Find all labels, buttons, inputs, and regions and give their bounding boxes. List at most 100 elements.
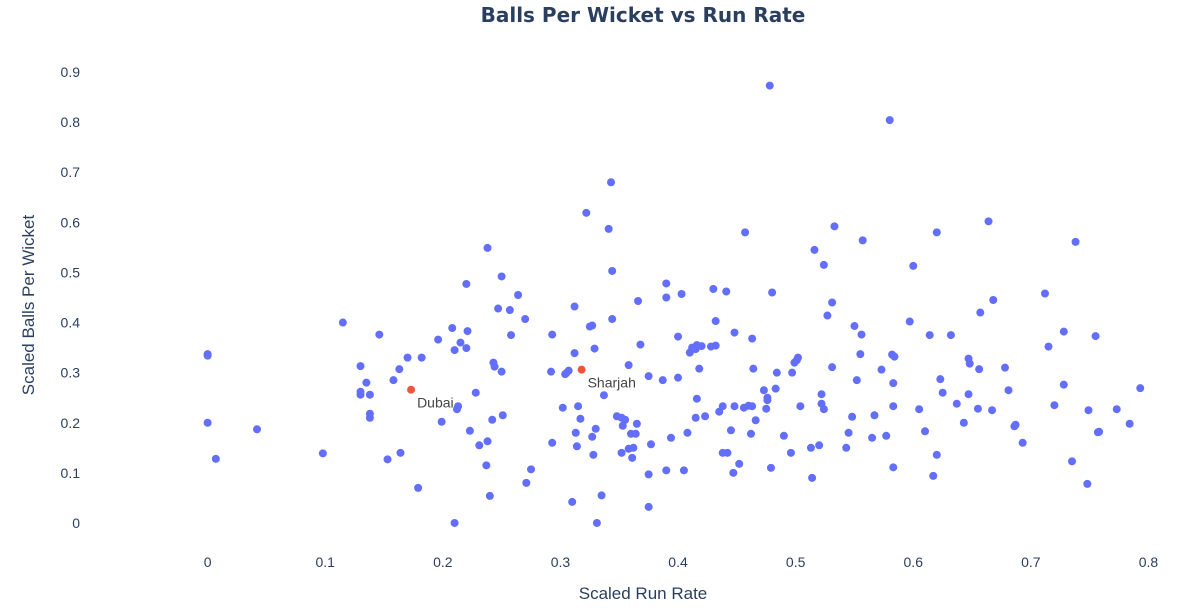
data-point: [889, 379, 898, 388]
data-point: [794, 353, 803, 362]
data-point: [915, 405, 924, 414]
data-point: [507, 331, 516, 340]
data-point: [1112, 405, 1121, 414]
data-point: [890, 352, 899, 361]
data-point: [975, 365, 984, 374]
data-point: [666, 433, 675, 442]
data-point: [574, 402, 583, 411]
data-point: [636, 340, 645, 349]
y-tick-label: 0.4: [61, 315, 81, 331]
data-point: [1050, 401, 1059, 410]
data-point: [1084, 406, 1093, 415]
data-point: [564, 366, 573, 375]
data-point: [646, 440, 655, 449]
data-point: [711, 317, 720, 326]
data-point: [494, 304, 503, 313]
data-point: [730, 402, 739, 411]
data-point: [521, 315, 530, 324]
data-point: [463, 327, 472, 336]
data-point: [505, 306, 514, 315]
data-point: [617, 448, 626, 457]
data-point: [621, 415, 630, 424]
data-point: [946, 331, 955, 340]
data-point: [211, 454, 220, 463]
data-point: [858, 236, 867, 245]
data-point: [765, 81, 774, 90]
data-point: [590, 344, 599, 353]
data-point: [483, 437, 492, 446]
data-point: [771, 384, 780, 393]
data-point: [749, 364, 758, 373]
data-point: [604, 224, 613, 233]
data-point: [588, 321, 597, 330]
data-point: [695, 364, 704, 373]
data-point: [723, 448, 732, 457]
data-point: [788, 368, 797, 377]
data-point: [576, 414, 585, 423]
data-point: [938, 388, 947, 397]
chart-title: Balls Per Wicket vs Run Rate: [481, 3, 806, 27]
data-point: [547, 367, 556, 376]
data-point: [482, 461, 491, 470]
data-point: [889, 402, 898, 411]
data-point: [766, 463, 775, 472]
highlighted-points: Dubai Sharjah: [407, 365, 636, 411]
data-point: [203, 351, 212, 360]
data-point: [815, 441, 824, 450]
data-point: [722, 287, 731, 296]
data-point: [796, 402, 805, 411]
data-point: [548, 330, 557, 339]
data-point: [1000, 363, 1009, 372]
data-point: [1004, 386, 1013, 395]
data-point: [965, 359, 974, 368]
x-tick-label: 0.4: [668, 554, 688, 570]
data-point: [779, 431, 788, 440]
data-point: [389, 376, 398, 385]
data-point: [662, 466, 671, 475]
data-point: [395, 365, 404, 374]
data-point: [571, 428, 580, 437]
data-point: [417, 353, 426, 362]
data-point: [488, 415, 497, 424]
data-point: [921, 427, 930, 436]
data-point: [497, 367, 506, 376]
data-point: [1059, 327, 1068, 336]
data-point: [1071, 237, 1080, 246]
data-point: [857, 330, 866, 339]
data-point: [726, 426, 735, 435]
data-point: [828, 298, 837, 307]
y-axis-label: Scaled Balls Per Wicket: [19, 214, 38, 395]
data-point: [572, 442, 581, 451]
data-point: [644, 502, 653, 511]
data-point: [362, 378, 371, 387]
data-point: [365, 413, 374, 422]
x-tick-label: 0.3: [551, 554, 571, 570]
x-tick-label: 0.8: [1139, 554, 1159, 570]
data-point: [759, 386, 768, 395]
data-point: [730, 328, 739, 337]
data-point: [599, 391, 608, 400]
data-point: [1091, 332, 1100, 341]
data-point: [748, 402, 757, 411]
data-point: [570, 349, 579, 358]
data-point: [375, 330, 384, 339]
data-point: [885, 116, 894, 125]
data-point: [964, 390, 973, 399]
data-point: [490, 362, 499, 371]
data-point: [454, 402, 463, 411]
data-point: [674, 373, 683, 382]
x-tick-label: 0.2: [433, 554, 453, 570]
data-point: [830, 222, 839, 231]
data-point: [644, 372, 653, 381]
highlight-point: [407, 385, 416, 394]
data-point: [548, 438, 557, 447]
data-point: [772, 368, 781, 377]
data-point: [718, 402, 727, 411]
y-tick-label: 0: [72, 515, 80, 531]
x-axis-label: Scaled Run Rate: [579, 584, 708, 603]
data-point: [1044, 342, 1053, 351]
data-point: [691, 413, 700, 422]
data-point: [932, 228, 941, 237]
data-point: [568, 497, 577, 506]
data-point: [709, 284, 718, 293]
